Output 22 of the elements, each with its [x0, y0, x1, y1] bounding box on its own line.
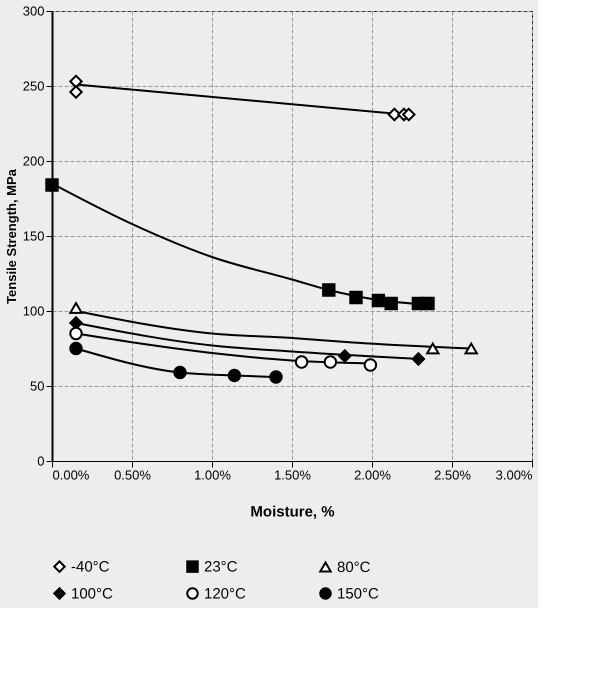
legend-label: 100°C — [71, 586, 114, 602]
legend-label: 80°C — [337, 558, 371, 576]
x-tick-label: 2.50% — [434, 468, 472, 482]
y-tick-label: 0 — [37, 454, 44, 468]
x-tick-label: 1.50% — [274, 468, 312, 482]
x-tick-label: 0.00% — [52, 468, 90, 482]
legend-label: 150°C — [337, 586, 380, 602]
legend-label: 120°C — [204, 586, 246, 602]
x-tick-label: 2.00% — [354, 468, 392, 482]
y-tick-label: 100 — [22, 304, 44, 318]
x-tick-label: 0.50% — [114, 468, 152, 482]
y-tick-label: 150 — [22, 228, 44, 244]
x-axis-title: Moisture, % — [250, 504, 335, 520]
legend-label: -40°C — [71, 558, 110, 576]
x-tick-label: 3.00% — [496, 468, 533, 482]
y-tick-label: 200 — [22, 154, 44, 168]
y-tick-label: 50 — [30, 378, 44, 394]
y-axis-title: Tensile Strength, MPa — [4, 168, 19, 304]
x-tick-label: 1.00% — [194, 468, 232, 482]
y-tick-label: 300 — [22, 4, 44, 18]
y-tick-label: 250 — [22, 78, 44, 94]
legend-label: 23°C — [204, 558, 238, 576]
